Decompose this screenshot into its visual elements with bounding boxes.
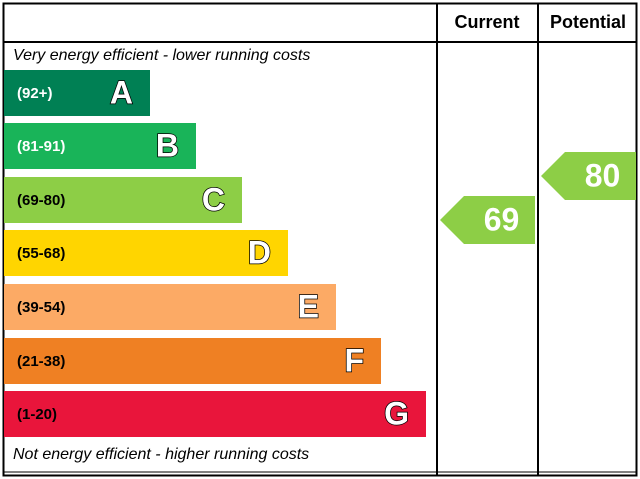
potential-arrow [541,152,636,200]
current-value: 69 [484,201,520,237]
band-letter: E [298,288,319,324]
band-letter: G [384,395,409,431]
band [4,391,426,437]
top-note: Very energy efficient - lower running co… [13,47,310,64]
band [4,177,242,223]
band-letter: D [248,234,271,270]
band-letter: C [202,181,225,217]
band-range: (69-80) [17,192,65,209]
band-letter: A [110,74,133,110]
band [4,123,196,169]
band-range: (39-54) [17,299,65,316]
current-arrow [440,196,535,244]
current-header: Current [454,12,519,32]
band-range: (81-91) [17,138,65,155]
potential-header: Potential [550,12,626,32]
bottom-note: Not energy efficient - higher running co… [13,446,309,463]
potential-value: 80 [585,157,621,193]
band-range: (55-68) [17,245,65,262]
band [4,284,336,330]
band [4,70,150,116]
band [4,230,288,276]
band-range: (1-20) [17,406,57,423]
band-letter: B [156,127,179,163]
band-range: (92+) [17,85,52,102]
band-letter: F [344,342,364,378]
band-range: (21-38) [17,353,65,370]
band [4,338,381,384]
